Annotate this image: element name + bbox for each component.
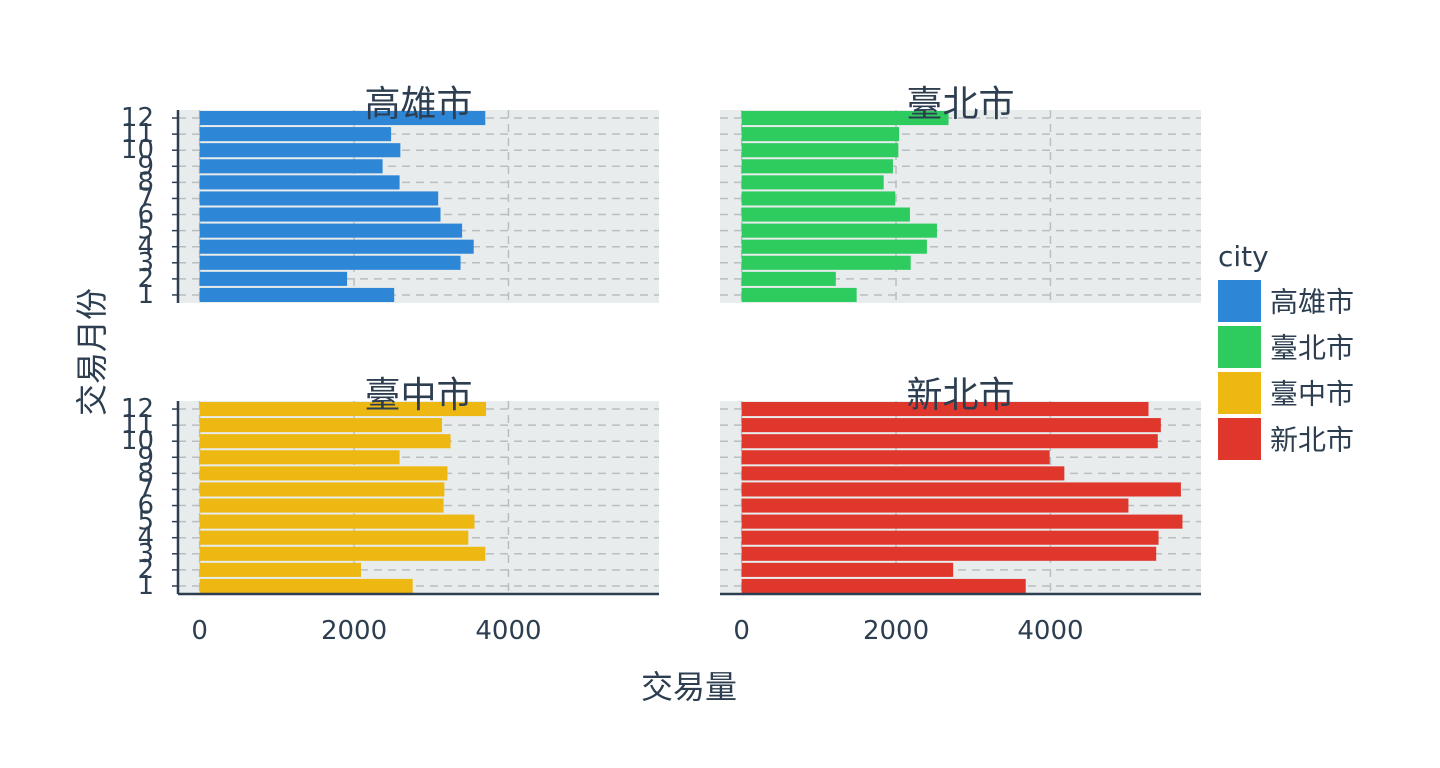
legend-label: 新北市 <box>1270 424 1354 457</box>
bar <box>200 531 469 545</box>
bar <box>200 143 401 157</box>
x-axis-title: 交易量 <box>641 668 737 706</box>
x-tick-label: 4000 <box>475 616 541 646</box>
y-axis-title: 交易月份 <box>73 288 111 416</box>
bar <box>200 515 475 529</box>
facet-title: 臺中市 <box>364 375 472 416</box>
facet-title: 臺北市 <box>906 84 1014 125</box>
bar <box>742 515 1183 529</box>
bar <box>200 450 400 464</box>
legend-label: 高雄市 <box>1270 286 1354 319</box>
bar <box>200 208 441 222</box>
bar <box>742 191 896 205</box>
legend-swatch <box>1218 280 1261 322</box>
bar <box>200 272 347 286</box>
bar <box>200 240 474 254</box>
facet-title: 高雄市 <box>364 84 472 125</box>
bar <box>742 143 899 157</box>
x-tick-label: 0 <box>191 616 208 646</box>
bar <box>742 499 1129 513</box>
bar <box>742 256 911 270</box>
legend-title: city <box>1218 240 1269 273</box>
bar <box>200 159 383 173</box>
bar <box>742 288 857 302</box>
bar <box>200 224 463 238</box>
bar <box>742 531 1159 545</box>
bar <box>742 418 1161 432</box>
bar <box>742 547 1157 561</box>
bar <box>742 434 1158 448</box>
bar <box>742 175 884 189</box>
bar <box>742 127 900 141</box>
bar <box>742 159 893 173</box>
bar <box>200 127 391 141</box>
y-tick-label: 12 <box>121 103 154 133</box>
bar <box>200 579 413 593</box>
legend-label: 臺中市 <box>1270 378 1354 411</box>
bar <box>200 466 448 480</box>
bar <box>742 224 937 238</box>
bar <box>200 482 445 496</box>
legend-swatch <box>1218 372 1261 414</box>
bar <box>200 434 451 448</box>
bar <box>742 272 836 286</box>
legend-swatch <box>1218 418 1261 460</box>
bar <box>742 563 954 577</box>
x-tick-label: 4000 <box>1017 616 1083 646</box>
bar <box>200 191 439 205</box>
y-tick-label: 12 <box>121 394 154 424</box>
bar <box>200 256 461 270</box>
x-tick-label: 2000 <box>321 616 387 646</box>
legend-label: 臺北市 <box>1270 332 1354 365</box>
bar <box>742 240 927 254</box>
bar <box>742 579 1026 593</box>
bar <box>200 418 442 432</box>
x-tick-label: 0 <box>733 616 750 646</box>
bar <box>200 175 400 189</box>
legend-swatch <box>1218 326 1261 368</box>
bar <box>200 288 395 302</box>
bar <box>200 547 486 561</box>
bar <box>200 499 444 513</box>
bar <box>742 482 1181 496</box>
x-tick-label: 2000 <box>863 616 929 646</box>
bar <box>742 208 910 222</box>
bar <box>200 563 361 577</box>
bar <box>742 466 1065 480</box>
bar <box>742 450 1050 464</box>
facet-title: 新北市 <box>906 375 1014 416</box>
